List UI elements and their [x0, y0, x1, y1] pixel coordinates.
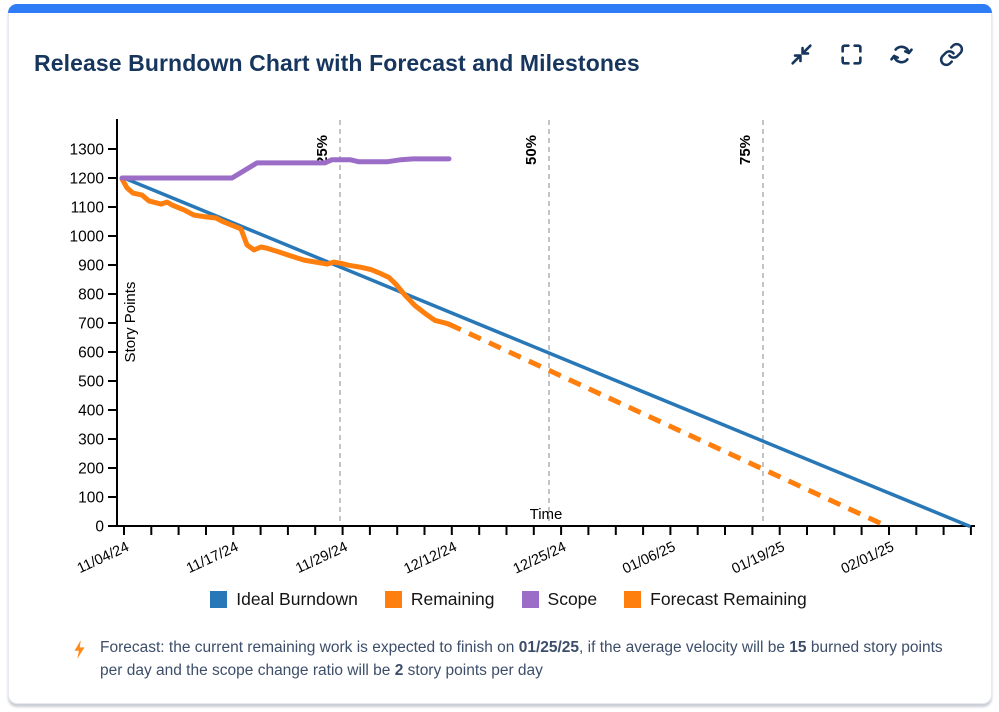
y-tick-label: 800	[78, 287, 104, 304]
lightning-icon	[74, 640, 85, 659]
y-tick-label: 1200	[70, 171, 105, 188]
x-tick-label: 11/29/24	[293, 539, 350, 577]
milestone-label-50%: 50%	[523, 135, 540, 165]
y-tick-label: 1100	[71, 200, 105, 217]
y-tick-label: 200	[78, 461, 104, 478]
legend-label: Scope	[547, 589, 598, 609]
legend-label: Forecast Remaining	[650, 589, 807, 609]
x-tick-label: 11/17/24	[184, 539, 241, 577]
forecast-text-segment: story points per day	[403, 661, 543, 679]
x-tick-label: 12/25/24	[511, 539, 569, 577]
forecast-text: Forecast: the current remaining work is …	[100, 637, 944, 683]
collapse-button[interactable]	[788, 41, 815, 68]
legend-label: Remaining	[410, 589, 495, 609]
chart-legend: Ideal Burndown Remaining Scope Forecast Rem…	[9, 589, 999, 610]
x-axis-title: Time	[530, 506, 563, 523]
forecast-text-segment: burned story points per day and the scop…	[100, 639, 943, 679]
milestone-label-25%: 25%	[314, 135, 331, 165]
link-icon	[939, 42, 964, 67]
x-tick-label: 12/12/24	[402, 539, 460, 577]
forecast-value: 01/25/25	[518, 639, 580, 656]
y-axis-title: Story Points	[122, 282, 139, 363]
y-tick-label: 1000	[70, 229, 105, 246]
legend-swatch	[624, 591, 642, 608]
legend-swatch	[210, 591, 228, 608]
legend-item-forecast-remaining[interactable]: Forecast Remaining	[624, 589, 807, 610]
legend-label: Ideal Burndown	[236, 589, 358, 609]
forecast-note: Forecast: the current remaining work is …	[72, 637, 944, 683]
legend-item-ideal-burndown[interactable]: Ideal Burndown	[210, 589, 358, 610]
y-tick-label: 600	[78, 345, 104, 362]
x-tick-label: 11/04/24	[75, 539, 132, 577]
card-actions	[788, 41, 965, 68]
series-remaining[interactable]	[119, 176, 452, 327]
collapse-icon	[791, 44, 812, 65]
legend-item-remaining[interactable]: Remaining	[384, 589, 495, 610]
fullscreen-icon	[841, 44, 862, 65]
x-tick-label: 01/19/25	[729, 539, 787, 577]
milestone-label-75%: 75%	[737, 135, 754, 165]
series-forecast-remaining[interactable]	[447, 321, 887, 528]
y-tick-label: 1300	[70, 142, 105, 159]
forecast-text-segment: Forecast: the current remaining work is …	[100, 639, 519, 656]
legend-swatch	[521, 591, 539, 608]
page-title: Release Burndown Chart with Forecast and…	[34, 50, 640, 77]
y-tick-label: 500	[78, 374, 104, 391]
refresh-button[interactable]	[888, 41, 915, 68]
burndown-chart[interactable]: 25% 50% 75% 0 100 200 300 400 500 600 700 800 900 100…	[9, 105, 999, 590]
series-scope[interactable]	[119, 156, 452, 181]
fullscreen-button[interactable]	[838, 41, 865, 68]
forecast-value: 2	[394, 661, 404, 679]
y-tick-label: 700	[78, 316, 104, 333]
y-tick-label: 300	[78, 432, 104, 449]
card-accent-bar	[8, 4, 992, 13]
legend-swatch	[384, 591, 402, 608]
link-button[interactable]	[938, 41, 965, 68]
forecast-text-segment: , if the average velocity will be	[579, 639, 790, 656]
refresh-icon	[890, 45, 913, 64]
y-tick-label: 100	[78, 490, 104, 507]
y-tick-label: 900	[78, 258, 104, 275]
x-tick-label: 01/06/25	[620, 539, 678, 577]
x-tick-label: 02/01/25	[839, 539, 897, 577]
y-tick-label: 0	[95, 519, 104, 536]
legend-item-scope[interactable]: Scope	[521, 589, 598, 610]
forecast-value: 15	[789, 639, 807, 656]
y-tick-label: 400	[78, 403, 104, 420]
chart-card: Release Burndown Chart with Forecast and…	[8, 4, 992, 704]
series-ideal-burndown[interactable]	[122, 176, 971, 528]
